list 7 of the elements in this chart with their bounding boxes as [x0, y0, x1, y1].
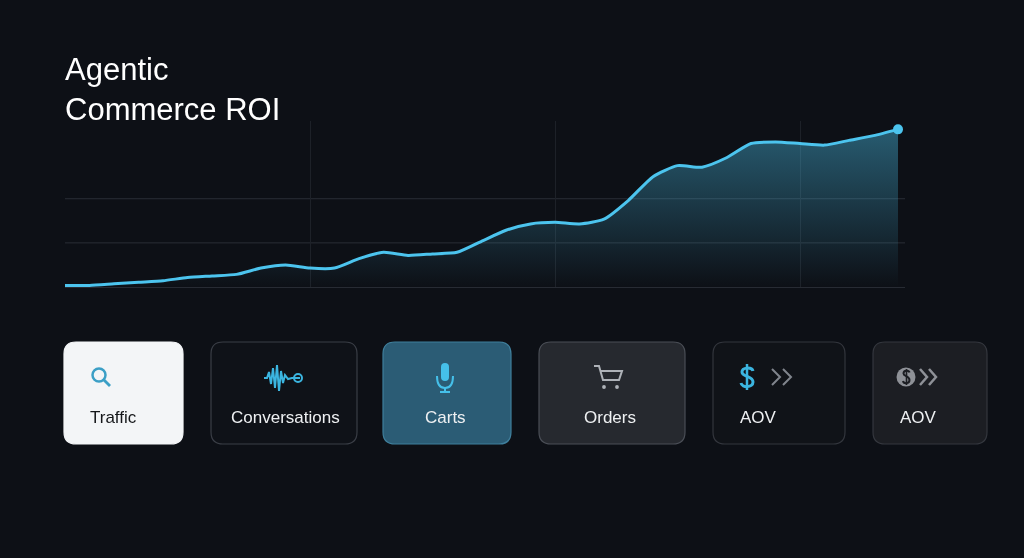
text: AOV — [740, 408, 777, 427]
text: Carts — [425, 408, 466, 427]
text: AOV — [900, 408, 937, 427]
text: Traffic — [90, 408, 137, 427]
chart-title: Agentic Commerce ROI — [65, 52, 281, 128]
text: Conversations — [231, 408, 340, 427]
text: Orders — [584, 408, 636, 427]
